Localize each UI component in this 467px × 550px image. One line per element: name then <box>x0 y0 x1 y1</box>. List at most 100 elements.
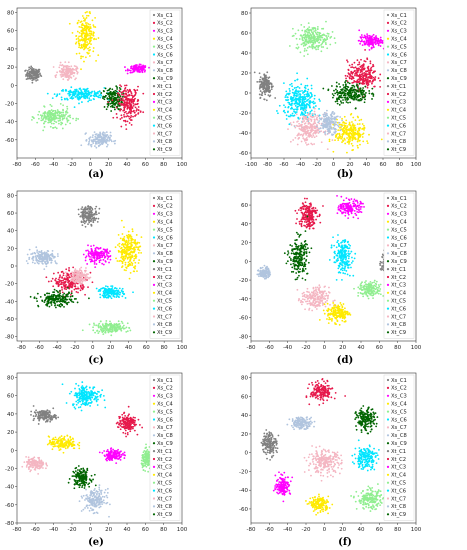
scatter-point-c9 <box>111 93 113 96</box>
x-tick-label: -80 <box>263 162 272 168</box>
scatter-point-c6 <box>283 104 285 107</box>
scatter-point-c5 <box>72 117 74 120</box>
scatter-point-c2 <box>56 281 59 284</box>
scatter-point-c8 <box>51 254 54 256</box>
y-tick-label: 80 <box>241 11 248 17</box>
scatter-point-c8 <box>318 130 321 133</box>
scatter-point-c9 <box>349 101 352 104</box>
scatter-point-c3 <box>130 66 132 68</box>
scatter-point-c4 <box>83 27 86 30</box>
scatter-point-c2 <box>358 80 361 82</box>
scatter-point-c5 <box>311 43 314 46</box>
scatter-point-c4 <box>87 38 90 41</box>
scatter-point-c1 <box>27 72 30 75</box>
scatter-point-c4 <box>84 18 87 21</box>
scatter-point-c2 <box>357 63 359 66</box>
scatter-point-c9 <box>69 295 72 298</box>
scatter-point-c2 <box>363 60 366 62</box>
scatter-point-c7 <box>294 126 297 129</box>
scatter-point-c9 <box>348 91 350 94</box>
scatter-point-c8 <box>330 118 333 121</box>
scatter-point-c2 <box>348 73 350 75</box>
legend-marker <box>386 37 390 40</box>
scatter-point-c5 <box>322 46 325 48</box>
scatter-point-c7 <box>316 118 319 121</box>
scatter-point-c2 <box>142 92 145 95</box>
scatter-point-c3 <box>134 65 137 68</box>
scatter-point-c8 <box>51 255 54 258</box>
scatter-point-c2 <box>364 77 367 80</box>
scatter-point-c9 <box>341 92 344 95</box>
scatter-point-c3 <box>372 38 375 41</box>
scatter-point-c6 <box>68 93 71 95</box>
scatter-point-c9 <box>105 94 107 97</box>
scatter-point-c4 <box>78 52 81 55</box>
scatter-point-c7 <box>60 68 63 70</box>
scatter-point-c9 <box>372 95 375 97</box>
scatter-point-c6 <box>85 95 88 98</box>
x-tick-label: -80 <box>13 162 22 168</box>
scatter-point-c8 <box>42 262 44 265</box>
y-tick-label: -60 <box>239 151 248 157</box>
scatter-point-c7 <box>70 68 72 71</box>
scatter-point-c7 <box>66 73 68 76</box>
scatter-point-c6 <box>99 96 102 99</box>
scatter-point-c9 <box>105 108 108 111</box>
x-tick-label: -60 <box>35 345 44 351</box>
scatter-point-c7 <box>63 71 66 74</box>
scatter-point-c4 <box>80 68 82 71</box>
scatter-point-c9 <box>113 91 116 94</box>
scatter-point-c8 <box>321 124 324 127</box>
scatter-point-c9 <box>114 98 117 101</box>
scatter-point-c8 <box>327 127 330 130</box>
scatter-point-c6 <box>288 123 291 126</box>
scatter-point-c7 <box>72 71 75 74</box>
scatter-point-c3 <box>367 41 370 44</box>
scatter-point-c7 <box>52 66 55 68</box>
x-tick-label: 80 <box>396 162 403 168</box>
scatter-point-c5 <box>314 46 317 49</box>
scatter-point-c1 <box>258 87 261 90</box>
scatter-point-c8 <box>35 259 38 262</box>
scatter-point-c1 <box>81 224 84 227</box>
scatter-point-c9 <box>356 86 359 89</box>
scatter-point-c4 <box>130 236 133 238</box>
scatter-point-c2 <box>126 112 128 115</box>
scatter-point-c6 <box>71 97 74 100</box>
scatter-point-c9 <box>36 300 39 302</box>
scatter-point-c2 <box>122 99 124 102</box>
scatter-point-c6 <box>309 100 312 103</box>
scatter-point-c6 <box>285 90 288 93</box>
scatter-point-c9 <box>343 89 346 92</box>
scatter-point-c8 <box>31 252 34 255</box>
scatter-panel-a: -80 -60 -40 -20 0 20 40 60 80 100-60-40-200204060… <box>5 7 188 180</box>
scatter-point-c4 <box>123 226 125 229</box>
scatter-point-c1 <box>95 210 97 213</box>
scatter-point-c7 <box>295 113 298 116</box>
scatter-point-c6 <box>303 105 305 107</box>
scatter-point-c1 <box>34 74 36 76</box>
scatter-point-c4 <box>136 241 139 244</box>
scatter-point-c4 <box>354 133 357 135</box>
scatter-point-c7 <box>302 117 305 120</box>
scatter-point-c4 <box>87 25 90 28</box>
scatter-point-c3 <box>99 247 101 250</box>
scatter-point-c2 <box>370 77 373 80</box>
scatter-point-c2 <box>119 97 122 99</box>
scatter-point-c2 <box>365 79 368 82</box>
scatter-point-c4 <box>351 139 354 142</box>
scatter-point-c7 <box>61 73 64 76</box>
scatter-point-c3 <box>143 70 146 73</box>
scatter-point-c4 <box>80 46 83 49</box>
scatter-point-c4 <box>328 138 331 141</box>
scatter-point-c9 <box>47 302 50 305</box>
scatter-point-c5 <box>59 119 61 122</box>
scatter-point-c5 <box>67 119 70 122</box>
scatter-point-c2 <box>379 85 382 88</box>
scatter-point-c5 <box>65 113 67 115</box>
scatter-point-c6 <box>289 104 292 106</box>
scatter-point-c4 <box>76 21 79 24</box>
scatter-point-c1 <box>38 68 40 71</box>
scatter-point-c8 <box>41 260 44 263</box>
scatter-point-c9 <box>355 98 358 100</box>
